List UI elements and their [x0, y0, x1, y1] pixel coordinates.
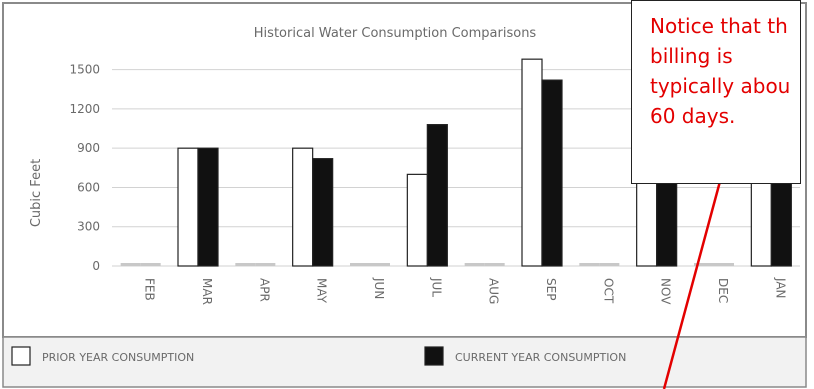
legend: PRIOR YEAR CONSUMPTION CURRENT YEAR CONSU… [11, 346, 626, 366]
bar-prior-year [350, 263, 370, 266]
x-tick-label: APR [257, 278, 271, 302]
bar-prior-year [406, 173, 428, 267]
chart-title: Historical Water Consumption Comparisons [254, 26, 537, 41]
x-tick-label: JUN [372, 277, 386, 299]
legend-swatch [424, 346, 444, 366]
bar-prior-year [464, 263, 485, 266]
bar-prior-year [521, 58, 543, 267]
y-tick-label: 1500 [69, 63, 100, 77]
bar-current-year [484, 263, 505, 266]
callout-line-2: billing is [650, 44, 733, 68]
bar-current-year [255, 263, 276, 266]
x-tick-label: DEC [716, 278, 730, 303]
x-tick-label: MAR [200, 278, 214, 305]
y-tick-label: 0 [92, 259, 100, 273]
bar-current-year [541, 79, 563, 267]
y-tick-label: 600 [77, 180, 100, 194]
bar-prior-year [292, 147, 314, 267]
bar-current-year [140, 263, 161, 266]
bar-prior-year [120, 263, 141, 266]
x-tick-label: FEB [143, 278, 157, 301]
y-tick-label: 300 [77, 220, 100, 234]
bar-current-year [426, 124, 448, 267]
y-axis-label: Cubic Feet [29, 159, 44, 227]
bar-prior-year [579, 263, 600, 266]
bar-current-year [197, 147, 219, 267]
x-tick-label: AUG [487, 278, 501, 304]
x-tick-label: JUL [429, 277, 443, 297]
legend-swatch [11, 346, 31, 366]
x-tick-label: MAY [315, 278, 329, 304]
legend-label: CURRENT YEAR CONSUMPTION [455, 351, 626, 364]
callout-line-4: 60 days. [650, 104, 736, 128]
callout-line-1: Notice that th [650, 14, 788, 38]
callout-arrow [662, 173, 724, 389]
bar-current-year [599, 263, 620, 266]
bar-prior-year [235, 263, 256, 266]
annotation-callout: Notice that th billing is typically abou… [631, 0, 801, 184]
x-tick-label: OCT [601, 278, 615, 304]
x-tick-label: SEP [544, 278, 558, 300]
bar-prior-year [177, 147, 199, 267]
y-tick-label: 900 [77, 141, 100, 155]
legend-label: PRIOR YEAR CONSUMPTION [42, 351, 194, 364]
x-tick-label: JAN [773, 277, 787, 299]
plot-area: 0 300 600 900 1200 1500 FEB MAR APR MAY JUN JUL AUG S… [69, 58, 800, 305]
bar-current-year [370, 263, 390, 266]
bar-prior-year [694, 263, 714, 266]
bar-current-year [312, 158, 334, 267]
bar-current-year [714, 263, 734, 266]
x-tick-label: NOV [659, 278, 673, 305]
y-tick-label: 1200 [69, 102, 100, 116]
callout-line-3: typically abou [650, 74, 791, 98]
